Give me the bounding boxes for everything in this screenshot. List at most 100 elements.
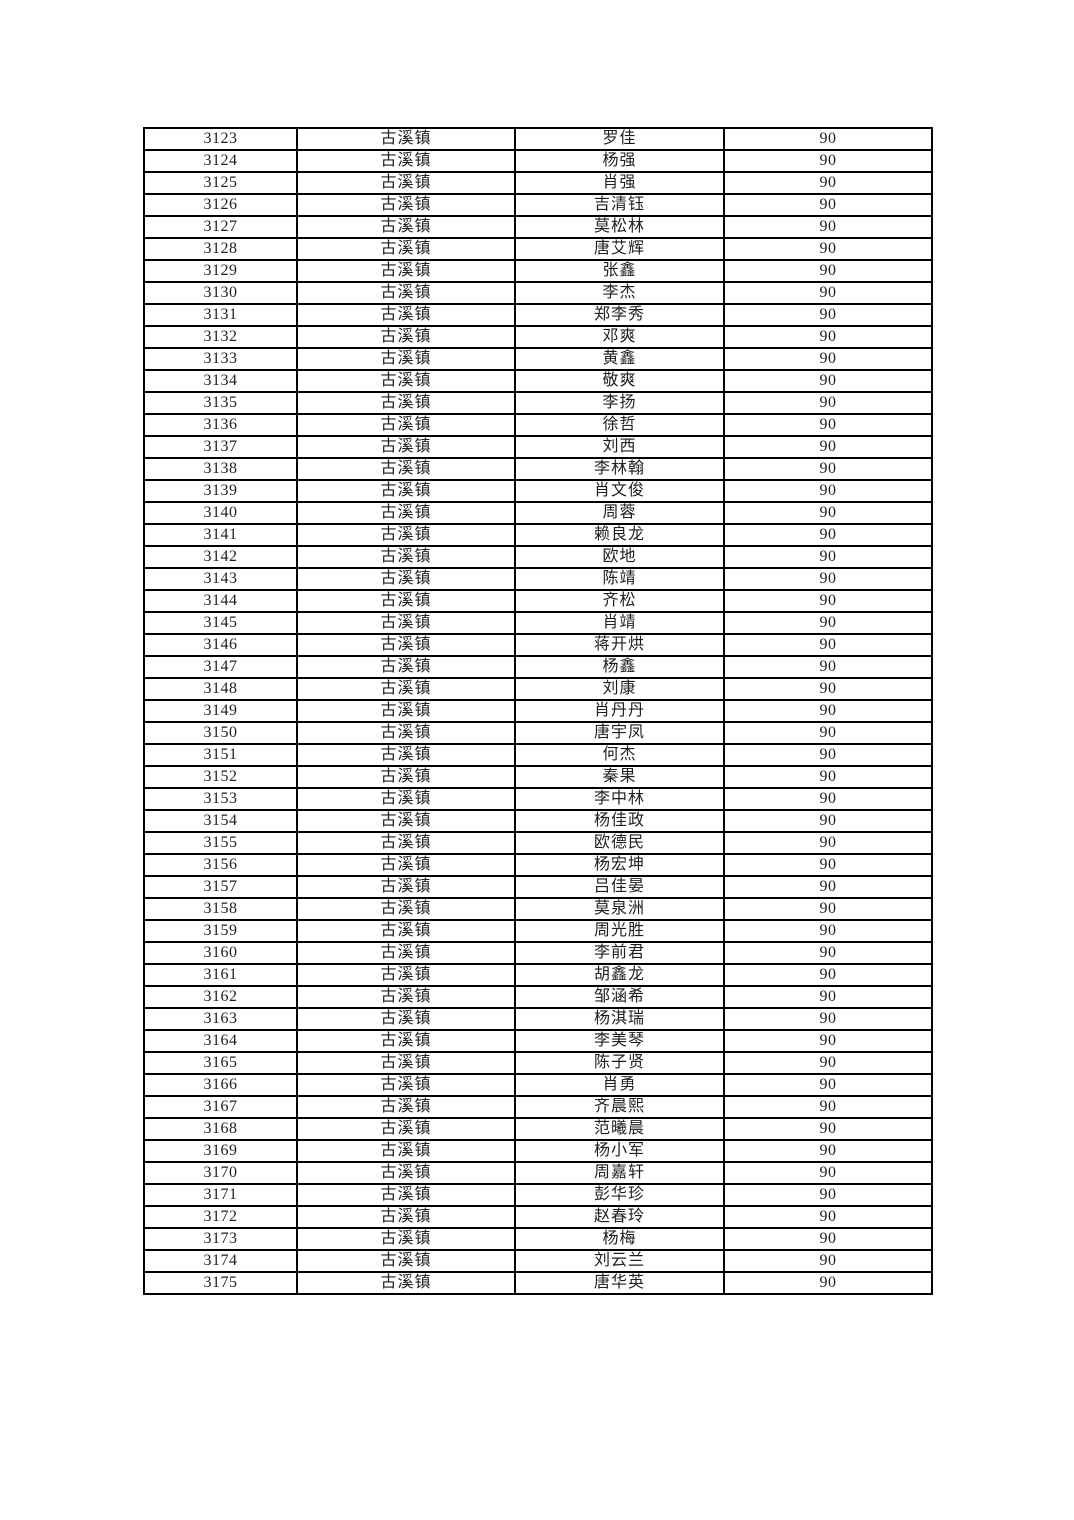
table-row: 3126 古溪镇 吉清钰 90 xyxy=(143,193,933,217)
table-row: 3159 古溪镇 周光胜 90 xyxy=(143,919,933,943)
cell-id: 3133 xyxy=(143,347,298,371)
cell-town: 古溪镇 xyxy=(296,149,516,173)
cell-score: 90 xyxy=(723,171,933,195)
table-row: 3147 古溪镇 杨鑫 90 xyxy=(143,655,933,679)
cell-town: 古溪镇 xyxy=(296,1271,516,1295)
cell-id: 3152 xyxy=(143,765,298,789)
cell-name: 齐松 xyxy=(514,589,725,613)
table-row: 3172 古溪镇 赵春玲 90 xyxy=(143,1205,933,1229)
cell-id: 3160 xyxy=(143,941,298,965)
cell-name: 莫松林 xyxy=(514,215,725,239)
cell-id: 3157 xyxy=(143,875,298,899)
cell-town: 古溪镇 xyxy=(296,589,516,613)
cell-id: 3126 xyxy=(143,193,298,217)
cell-score: 90 xyxy=(723,1051,933,1075)
cell-score: 90 xyxy=(723,721,933,745)
table-row: 3148 古溪镇 刘康 90 xyxy=(143,677,933,701)
table-row: 3140 古溪镇 周蓉 90 xyxy=(143,501,933,525)
table-row: 3145 古溪镇 肖靖 90 xyxy=(143,611,933,635)
cell-town: 古溪镇 xyxy=(296,193,516,217)
cell-town: 古溪镇 xyxy=(296,1073,516,1097)
cell-score: 90 xyxy=(723,149,933,173)
cell-name: 黄鑫 xyxy=(514,347,725,371)
cell-score: 90 xyxy=(723,369,933,393)
cell-name: 郑李秀 xyxy=(514,303,725,327)
cell-town: 古溪镇 xyxy=(296,677,516,701)
cell-score: 90 xyxy=(723,589,933,613)
cell-town: 古溪镇 xyxy=(296,831,516,855)
cell-score: 90 xyxy=(723,303,933,327)
table-row: 3164 古溪镇 李美琴 90 xyxy=(143,1029,933,1053)
cell-score: 90 xyxy=(723,765,933,789)
cell-town: 古溪镇 xyxy=(296,523,516,547)
table-row: 3136 古溪镇 徐哲 90 xyxy=(143,413,933,437)
cell-id: 3155 xyxy=(143,831,298,855)
cell-town: 古溪镇 xyxy=(296,1051,516,1075)
table-row: 3138 古溪镇 李林翰 90 xyxy=(143,457,933,481)
cell-score: 90 xyxy=(723,633,933,657)
cell-name: 欧德民 xyxy=(514,831,725,855)
cell-town: 古溪镇 xyxy=(296,1227,516,1251)
cell-name: 欧地 xyxy=(514,545,725,569)
cell-id: 3151 xyxy=(143,743,298,767)
cell-id: 3175 xyxy=(143,1271,298,1295)
table-row: 3128 古溪镇 唐艾辉 90 xyxy=(143,237,933,261)
cell-score: 90 xyxy=(723,1161,933,1185)
cell-score: 90 xyxy=(723,1205,933,1229)
cell-name: 李林翰 xyxy=(514,457,725,481)
cell-town: 古溪镇 xyxy=(296,1095,516,1119)
cell-id: 3143 xyxy=(143,567,298,591)
table-row: 3142 古溪镇 欧地 90 xyxy=(143,545,933,569)
cell-town: 古溪镇 xyxy=(296,501,516,525)
cell-town: 古溪镇 xyxy=(296,1139,516,1163)
cell-id: 3149 xyxy=(143,699,298,723)
cell-town: 古溪镇 xyxy=(296,633,516,657)
cell-id: 3124 xyxy=(143,149,298,173)
cell-name: 徐哲 xyxy=(514,413,725,437)
cell-score: 90 xyxy=(723,391,933,415)
cell-id: 3168 xyxy=(143,1117,298,1141)
cell-id: 3125 xyxy=(143,171,298,195)
cell-score: 90 xyxy=(723,985,933,1009)
cell-town: 古溪镇 xyxy=(296,655,516,679)
cell-score: 90 xyxy=(723,1007,933,1031)
cell-score: 90 xyxy=(723,237,933,261)
table-row: 3150 古溪镇 唐宇凤 90 xyxy=(143,721,933,745)
cell-town: 古溪镇 xyxy=(296,567,516,591)
table-row: 3170 古溪镇 周嘉轩 90 xyxy=(143,1161,933,1185)
table-row: 3160 古溪镇 李前君 90 xyxy=(143,941,933,965)
cell-id: 3156 xyxy=(143,853,298,877)
cell-town: 古溪镇 xyxy=(296,215,516,239)
cell-score: 90 xyxy=(723,809,933,833)
cell-name: 杨淇瑞 xyxy=(514,1007,725,1031)
cell-score: 90 xyxy=(723,457,933,481)
cell-name: 杨佳政 xyxy=(514,809,725,833)
cell-name: 肖丹丹 xyxy=(514,699,725,723)
cell-town: 古溪镇 xyxy=(296,1205,516,1229)
cell-score: 90 xyxy=(723,479,933,503)
cell-name: 李美琴 xyxy=(514,1029,725,1053)
cell-score: 90 xyxy=(723,919,933,943)
cell-name: 张鑫 xyxy=(514,259,725,283)
cell-id: 3163 xyxy=(143,1007,298,1031)
cell-name: 唐艾辉 xyxy=(514,237,725,261)
table-row: 3133 古溪镇 黄鑫 90 xyxy=(143,347,933,371)
cell-name: 李中林 xyxy=(514,787,725,811)
cell-score: 90 xyxy=(723,1117,933,1141)
cell-town: 古溪镇 xyxy=(296,1029,516,1053)
cell-name: 杨强 xyxy=(514,149,725,173)
cell-id: 3171 xyxy=(143,1183,298,1207)
cell-name: 周嘉轩 xyxy=(514,1161,725,1185)
cell-score: 90 xyxy=(723,853,933,877)
cell-score: 90 xyxy=(723,941,933,965)
cell-name: 何杰 xyxy=(514,743,725,767)
table-row: 3167 古溪镇 齐晨熙 90 xyxy=(143,1095,933,1119)
cell-id: 3173 xyxy=(143,1227,298,1251)
cell-score: 90 xyxy=(723,655,933,679)
cell-name: 刘云兰 xyxy=(514,1249,725,1273)
cell-score: 90 xyxy=(723,281,933,305)
table-row: 3146 古溪镇 蒋开烘 90 xyxy=(143,633,933,657)
cell-town: 古溪镇 xyxy=(296,1249,516,1273)
cell-name: 彭华珍 xyxy=(514,1183,725,1207)
cell-score: 90 xyxy=(723,875,933,899)
